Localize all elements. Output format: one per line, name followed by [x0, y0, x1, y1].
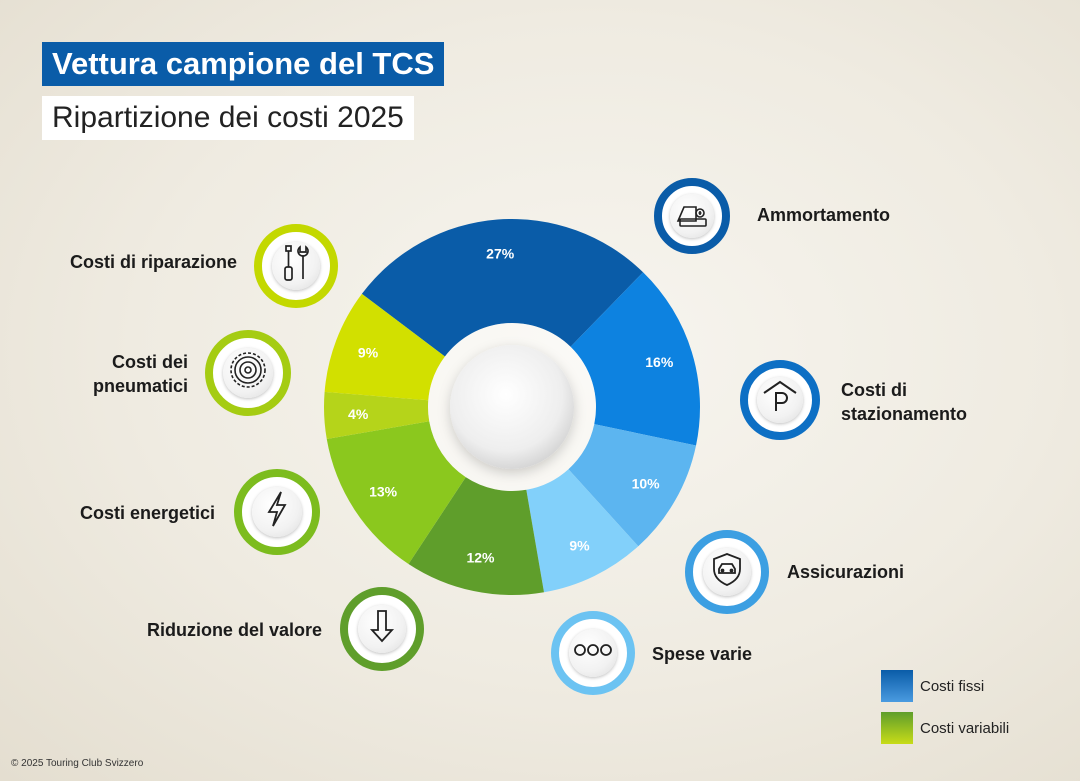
slice-value-label: 27% [486, 245, 515, 261]
parking-icon [761, 379, 799, 420]
dots-icon [573, 643, 613, 662]
slice-value-label: 9% [358, 344, 379, 360]
label-stazionamento-line1: Costi di [841, 380, 907, 400]
label-energetici: Costi energetici [79, 503, 215, 523]
label-pneumatici-line1: Costi dei [111, 352, 188, 372]
label-spese: Spese varie [652, 644, 753, 664]
slice-labels: 27% 16% 10% 9% 12% 13% 4% 9% [348, 245, 674, 565]
slice-value-label: 10% [632, 476, 661, 492]
energetici-badge [234, 469, 320, 555]
slice-value-label: 16% [645, 354, 674, 370]
riduzione-badge [340, 587, 424, 671]
label-riduzione: Riduzione del valore [146, 620, 322, 640]
label-pneumatici-line2: pneumatici [92, 376, 188, 396]
shield-car-icon [709, 551, 745, 592]
slice-costi-dei-pneumatici [324, 391, 430, 439]
assicurazioni-badge [685, 530, 769, 614]
legend-label-variabili: Costi variabili [920, 720, 1010, 737]
riparazione-badge [254, 224, 338, 308]
slice-costi-energetici [326, 421, 466, 564]
legend-swatch-variabili [881, 712, 913, 744]
slice-costi-di-riparazione [324, 293, 445, 401]
slice-assicurazioni [568, 424, 697, 547]
slice-value-label: 13% [369, 483, 398, 499]
donut-slices [324, 219, 700, 595]
ammortamento-badge [654, 178, 730, 254]
slice-riduzione-del-valore [408, 477, 544, 595]
slice-value-label: 12% [466, 550, 495, 566]
label-stazionamento-line2: stazionamento [841, 404, 968, 424]
slice-value-label: 9% [569, 537, 590, 553]
lightning-icon [264, 490, 290, 533]
slice-spese-varie [526, 469, 639, 593]
slice-ammortamento [361, 219, 644, 357]
legend-label-fissi: Costi fissi [920, 678, 985, 695]
tools-icon [278, 243, 314, 288]
copyright: © 2025 Touring Club Svizzero [11, 758, 144, 769]
stazionamento-badge [740, 360, 820, 440]
slice-value-label: 4% [348, 406, 369, 422]
chart-title: Vettura campione del TCS [42, 42, 445, 86]
label-riparazione: Costi di riparazione [69, 252, 237, 272]
spese-badge [551, 611, 635, 695]
label-stazionamento: Costi di stazionamento [841, 378, 967, 426]
pneumatici-badge [205, 330, 291, 416]
car-money-icon [674, 199, 710, 234]
label-pneumatici: Costi dei pneumatici [93, 350, 188, 398]
label-assicurazioni: Assicurazioni [787, 562, 905, 582]
slice-costi-di-stazionamento [570, 272, 700, 446]
tire-icon [228, 350, 268, 395]
arrow-down-icon [369, 608, 395, 649]
chart-subtitle: Ripartizione dei costi 2025 [42, 96, 414, 140]
donut-hub [450, 345, 574, 469]
legend-swatch-fissi [881, 670, 913, 702]
label-ammortamento: Ammortamento [757, 205, 891, 225]
